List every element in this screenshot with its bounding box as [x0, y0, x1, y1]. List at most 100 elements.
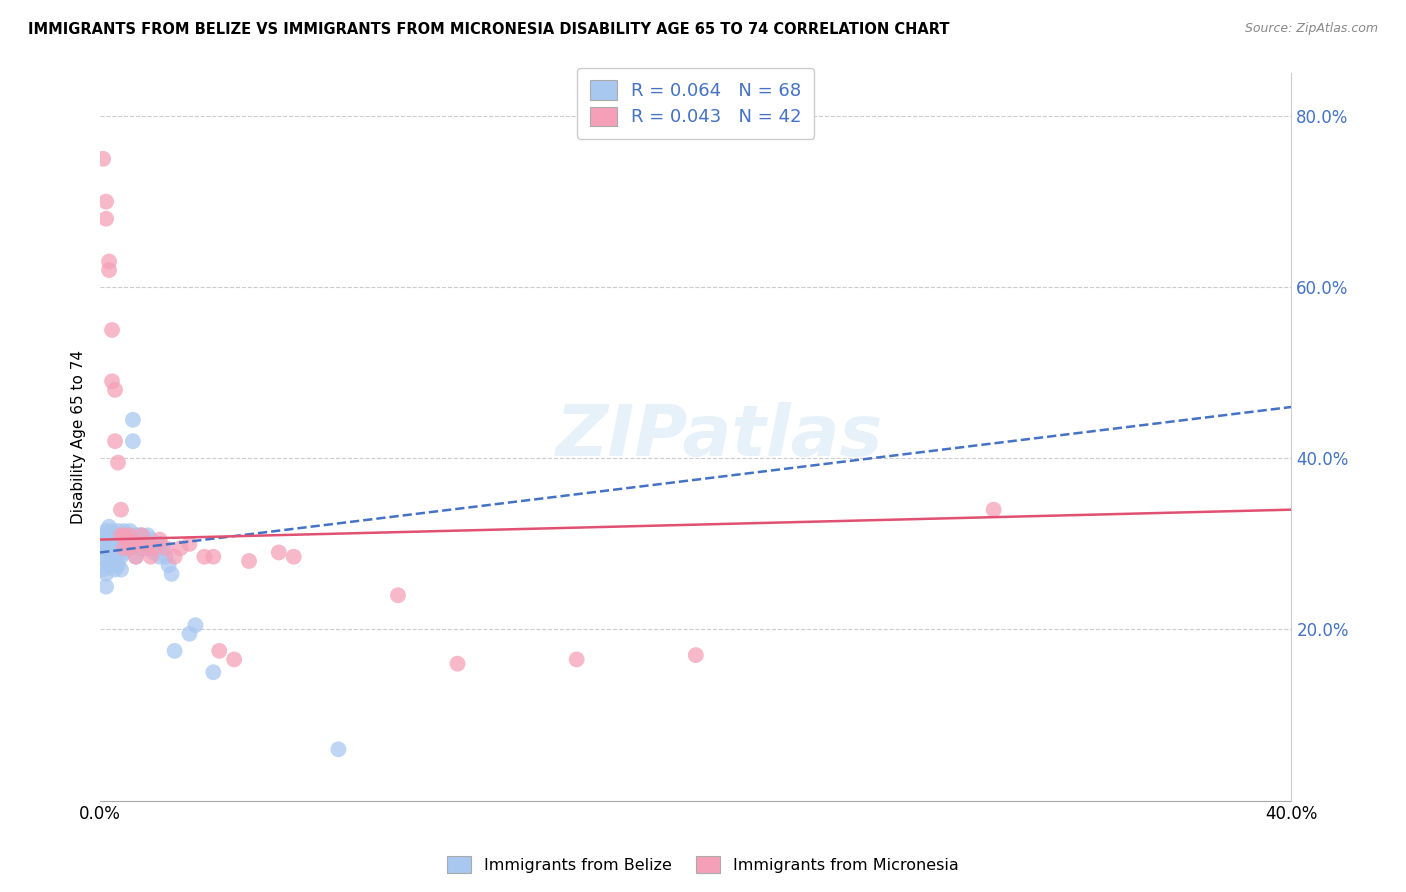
Point [110, 537, 132, 551]
Point [224, 652, 246, 666]
Point [122, 434, 145, 449]
Point [149, 537, 172, 551]
Point [128, 541, 150, 556]
Point [128, 528, 150, 542]
Point [118, 524, 141, 538]
Point [110, 549, 132, 564]
Point [142, 545, 165, 559]
Point [142, 541, 165, 556]
Point [145, 541, 167, 556]
Point [91, 549, 114, 564]
Point [112, 524, 135, 538]
Point [98, 537, 121, 551]
Point [104, 549, 127, 564]
Point [110, 502, 132, 516]
Point [94, 533, 117, 547]
Point [179, 626, 201, 640]
Point [101, 533, 124, 547]
Point [110, 528, 132, 542]
Point [155, 541, 177, 556]
Point [98, 520, 121, 534]
Point [118, 533, 141, 547]
Point [101, 541, 124, 556]
Point [125, 549, 148, 564]
Point [238, 554, 260, 568]
Point [202, 549, 225, 564]
Point [104, 541, 127, 556]
Point [104, 528, 127, 542]
Point [101, 323, 124, 337]
Point [107, 524, 129, 538]
Point [169, 541, 191, 556]
Point [107, 558, 129, 573]
Point [136, 541, 159, 556]
Point [94, 554, 117, 568]
Point [115, 533, 138, 547]
Point [139, 549, 162, 564]
Point [115, 541, 138, 556]
Point [98, 254, 121, 268]
Point [565, 652, 588, 666]
Point [98, 541, 121, 556]
Point [267, 545, 290, 559]
Point [179, 537, 201, 551]
Legend: Immigrants from Belize, Immigrants from Micronesia: Immigrants from Belize, Immigrants from … [441, 849, 965, 880]
Point [118, 541, 141, 556]
Point [101, 524, 124, 538]
Point [94, 211, 117, 226]
Point [107, 545, 129, 559]
Point [91, 537, 114, 551]
Point [98, 263, 121, 277]
Point [208, 644, 231, 658]
Point [112, 541, 135, 556]
Point [160, 566, 183, 581]
Point [193, 549, 215, 564]
Point [91, 541, 114, 556]
Point [149, 549, 172, 564]
Point [118, 541, 141, 556]
Point [685, 648, 707, 662]
Point [125, 528, 148, 542]
Point [128, 537, 150, 551]
Point [112, 533, 135, 547]
Point [131, 541, 153, 556]
Point [131, 528, 153, 542]
Point [91, 528, 114, 542]
Text: Source: ZipAtlas.com: Source: ZipAtlas.com [1244, 22, 1378, 36]
Point [125, 537, 148, 551]
Point [94, 524, 117, 538]
Text: ZIPatlas: ZIPatlas [555, 402, 883, 472]
Point [94, 566, 117, 581]
Point [283, 549, 305, 564]
Point [98, 558, 121, 573]
Point [94, 194, 117, 209]
Point [104, 434, 127, 449]
Point [101, 374, 124, 388]
Point [134, 541, 156, 556]
Point [122, 537, 145, 551]
Point [118, 528, 141, 542]
Point [122, 413, 145, 427]
Y-axis label: Disability Age 65 to 74: Disability Age 65 to 74 [72, 350, 86, 524]
Point [136, 528, 159, 542]
Point [112, 528, 135, 542]
Point [387, 588, 409, 602]
Point [155, 549, 177, 564]
Point [149, 533, 172, 547]
Point [104, 537, 127, 551]
Point [107, 456, 129, 470]
Point [98, 545, 121, 559]
Point [157, 558, 180, 573]
Point [163, 549, 186, 564]
Point [115, 528, 138, 542]
Point [94, 580, 117, 594]
Text: IMMIGRANTS FROM BELIZE VS IMMIGRANTS FROM MICRONESIA DISABILITY AGE 65 TO 74 COR: IMMIGRANTS FROM BELIZE VS IMMIGRANTS FRO… [28, 22, 949, 37]
Point [110, 528, 132, 542]
Point [112, 545, 135, 559]
Point [983, 502, 1005, 516]
Point [184, 618, 207, 632]
Point [107, 533, 129, 547]
Point [104, 383, 127, 397]
Point [91, 563, 114, 577]
Point [104, 563, 127, 577]
